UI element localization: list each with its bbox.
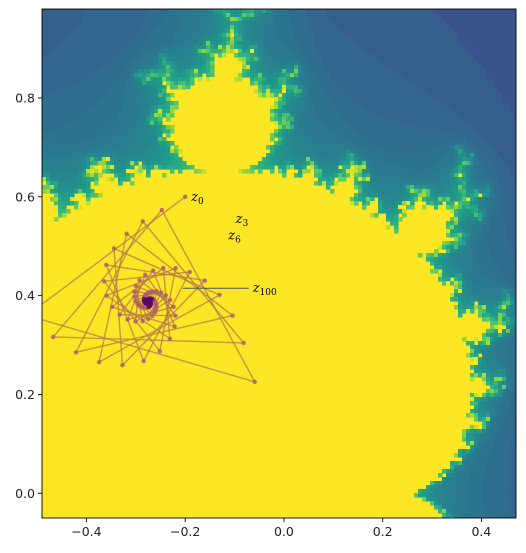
orbit-point	[158, 290, 164, 295]
orbit-segment	[42, 318, 255, 383]
orbit-point	[73, 350, 79, 355]
orbit-point	[117, 312, 122, 317]
orbit-point	[187, 269, 192, 275]
y-axis: 0.0 0.2 0.4 0.6 0.8	[15, 90, 42, 501]
orbit-point	[133, 298, 138, 304]
orbit-point	[161, 265, 166, 271]
orbit-point	[172, 324, 177, 329]
orbit-point	[159, 207, 164, 213]
x-tick-label: 0.0	[274, 524, 294, 539]
orbit-segment	[126, 233, 234, 317]
orbit-point	[125, 317, 130, 322]
orbit-point	[150, 313, 155, 319]
orbit-point	[132, 294, 137, 299]
orbit-segment	[98, 294, 220, 363]
orbit-point	[252, 379, 257, 385]
plot-frame	[41, 8, 517, 519]
orbit-segment	[113, 248, 124, 366]
y-tick-label: 0.6	[15, 189, 35, 204]
orbit-point	[154, 289, 159, 294]
orbit-point	[50, 334, 56, 340]
orbit-point	[111, 246, 117, 251]
orbit-point	[140, 219, 145, 224]
orbit-segment	[142, 220, 245, 344]
orbit-segment	[53, 336, 244, 344]
x-tick-label: −0.4	[71, 524, 101, 539]
annotation-z6: z6	[227, 228, 241, 245]
orbit-point	[217, 292, 222, 298]
annotation-z100: z100	[252, 281, 277, 298]
x-axis: −0.4 −0.2 0.0 0.2 0.4	[71, 518, 491, 539]
y-tick-label: 0.0	[15, 486, 35, 501]
orbit-point	[182, 194, 188, 199]
orbit-segment	[42, 196, 186, 306]
orbit-point	[133, 283, 139, 289]
orbit-point	[124, 231, 129, 236]
x-tick-label: 0.4	[471, 524, 491, 539]
orbit-point	[157, 349, 163, 354]
x-tick-label: 0.2	[373, 524, 393, 539]
orbit-point	[171, 304, 176, 309]
orbit-points	[25, 194, 257, 385]
orbit-point	[137, 277, 142, 283]
y-tick-label: 0.2	[15, 387, 35, 402]
orbit-point	[101, 279, 107, 284]
orbit-point	[202, 278, 208, 283]
orbit-point	[146, 299, 152, 305]
orbit-point	[167, 297, 173, 303]
x-tick-label: −0.2	[170, 524, 200, 539]
orbit-segment	[98, 233, 128, 363]
orbit-point	[167, 336, 173, 342]
orbit-point	[104, 293, 109, 298]
orbit-point	[104, 262, 109, 268]
orbit-segment	[52, 209, 163, 338]
orbit-point	[150, 268, 156, 273]
orbit-point	[173, 266, 178, 271]
orbit-point	[152, 310, 158, 315]
orbit-point	[230, 313, 235, 318]
y-tick-label: 0.8	[15, 90, 35, 105]
orbit-point	[241, 340, 246, 346]
orbit-point	[132, 289, 137, 294]
orbit-point	[141, 358, 146, 364]
orbit-point	[133, 319, 138, 324]
orbit-point	[146, 316, 151, 322]
orbit-point	[25, 313, 29, 317]
orbit-point	[143, 272, 148, 278]
annotation-z0: z0	[190, 190, 204, 207]
mandelbrot-background	[42, 9, 516, 518]
orbit-point	[154, 306, 159, 312]
orbit-segment	[106, 264, 205, 282]
orbit-point	[140, 318, 145, 324]
y-tick-label: 0.4	[15, 288, 35, 303]
orbit-point	[96, 359, 102, 365]
orbit-point	[163, 293, 168, 298]
orbit-point	[109, 304, 115, 309]
annotation-z3: z3	[235, 212, 249, 229]
orbit-point	[173, 313, 178, 318]
orbit-point	[120, 363, 125, 368]
